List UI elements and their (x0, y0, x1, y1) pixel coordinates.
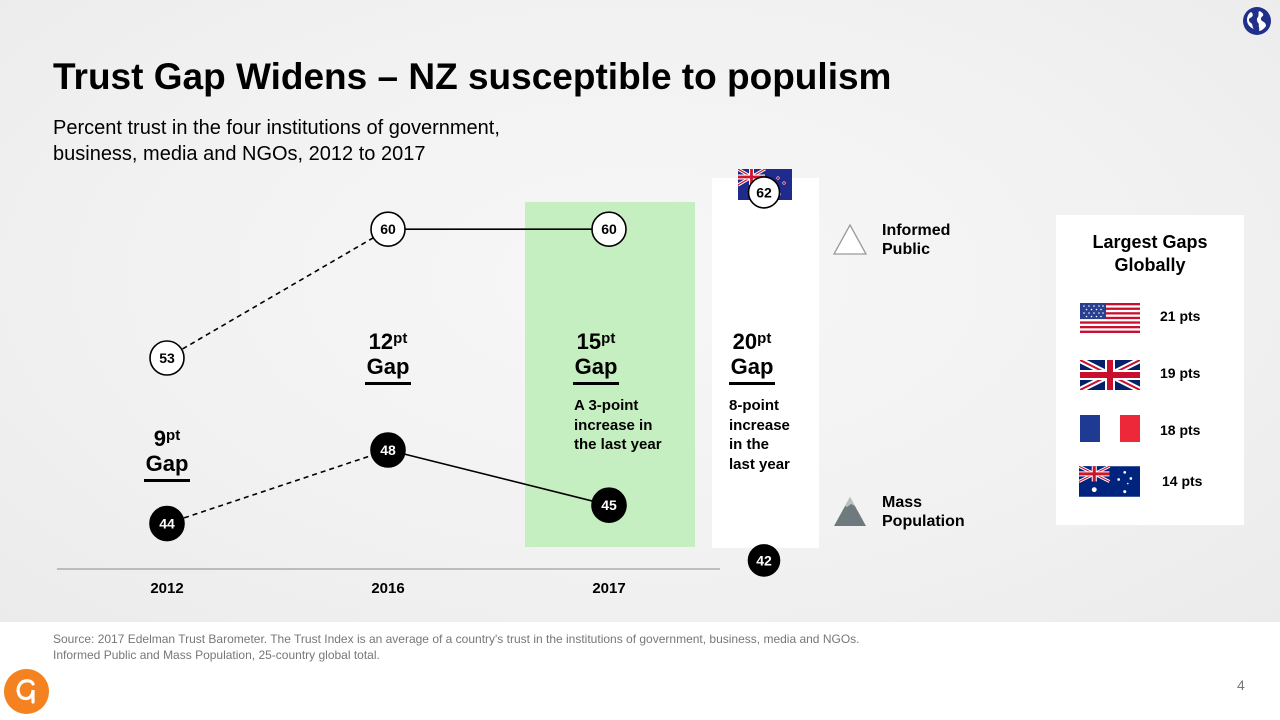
subtitle-line-1: Percent trust in the four institutions o… (53, 117, 500, 139)
legend-line: Informed (882, 222, 951, 239)
largest-gaps-panel: Largest Gaps Globally 21 pts 19 pts 18 p (1056, 215, 1244, 525)
gap-value-us: 21 pts (1160, 308, 1201, 324)
gap-number: 9 (153, 426, 167, 451)
note-line: in the (729, 436, 769, 453)
title-line: Globally (1114, 255, 1186, 275)
legend-line: Population (882, 513, 965, 530)
note-line: increase (729, 416, 790, 434)
mass-population-point (591, 487, 627, 524)
informed-public-data-label: 60 (380, 221, 396, 237)
gap-label-2017: 15pt Gap (556, 327, 636, 385)
mass-population-point (370, 432, 406, 468)
legend-informed-public: Informed Public (882, 221, 950, 259)
gap-label-2016: 12pt Gap (348, 327, 428, 385)
uk-flag-icon (1080, 360, 1140, 390)
x-tick-label: 2012 (150, 580, 183, 597)
australia-flag-icon (1079, 466, 1140, 497)
mass-population-data-label: 48 (380, 442, 396, 458)
page-subtitle: Percent trust in the four institutions o… (53, 115, 573, 167)
title-line: Largest Gaps (1092, 232, 1208, 252)
legend-line: Mass (882, 494, 923, 511)
informed-public-point (591, 211, 627, 247)
gap-word: Gap (143, 451, 191, 482)
nz-informed-public-point (747, 176, 781, 209)
nz-mass-population-point (747, 544, 781, 577)
gap-word: Gap (572, 354, 620, 385)
gap-unit: pt (166, 427, 181, 444)
nz-informed-public-data-label: 62 (756, 184, 772, 200)
nz-column-panel (712, 178, 819, 548)
gap-unit: pt (393, 330, 408, 347)
note-nz: 8-point increase in the last year (729, 396, 790, 474)
x-tick-label: 2017 (592, 580, 625, 597)
page-title: Trust Gap Widens – NZ susceptible to pop… (53, 56, 892, 97)
mass-population-data-label: 45 (601, 497, 617, 513)
gap-value-france: 18 pts (1160, 422, 1201, 438)
edelman-logo-icon (4, 669, 49, 714)
mass-population-line-segment (387, 449, 610, 506)
note-line: the last year (574, 436, 662, 453)
gap-unit: pt (757, 330, 772, 347)
mass-population-line-segment (166, 449, 389, 525)
legend-line: Public (882, 241, 931, 258)
france-flag-icon (1080, 415, 1140, 442)
gap-value-uk: 19 pts (1160, 365, 1201, 381)
informed-public-triangle-icon (832, 223, 868, 255)
informed-public-data-label: 53 (159, 350, 175, 366)
largest-gaps-title: Largest Gaps Globally (1056, 231, 1244, 277)
x-tick-label: 2016 (371, 580, 404, 597)
gap-number: 15 (576, 329, 602, 354)
note-line: 8-point (729, 397, 779, 414)
mass-population-triangle-icon (834, 497, 866, 526)
us-flag-icon (1080, 303, 1140, 333)
page-number: 4 (1237, 677, 1245, 693)
gap-label-2012: 9pt Gap (127, 424, 207, 482)
legend-mass-population: Mass Population (882, 493, 965, 531)
mass-population-point (149, 505, 185, 542)
informed-public-point (149, 340, 185, 376)
informed-public-point (370, 211, 406, 247)
gap-label-nz: 20pt Gap (712, 327, 792, 385)
note-line: A 3-point (574, 397, 639, 414)
gap-word: Gap (728, 354, 776, 385)
subtitle-line-2: business, media and NGOs, 2012 to 2017 (53, 143, 426, 165)
source-note: Source: 2017 Edelman Trust Barometer. Th… (53, 632, 859, 663)
source-line: Source: 2017 Edelman Trust Barometer. Th… (53, 632, 860, 646)
informed-public-line-segment (166, 228, 389, 359)
gap-number: 20 (732, 329, 758, 354)
source-line: Informed Public and Mass Population, 25-… (53, 647, 380, 662)
note-2017: A 3-point increase in the last year (574, 396, 662, 455)
gap-word: Gap (364, 354, 412, 385)
globe-icon (1243, 7, 1271, 35)
gap-number: 12 (368, 329, 394, 354)
nz-mass-population-data-label: 42 (756, 552, 772, 568)
informed-public-data-label: 60 (601, 221, 617, 237)
mass-population-data-label: 44 (159, 516, 175, 532)
note-line: increase in (574, 416, 653, 434)
gap-unit: pt (601, 330, 616, 347)
gap-value-australia: 14 pts (1162, 473, 1203, 489)
note-line: last year (729, 455, 790, 473)
